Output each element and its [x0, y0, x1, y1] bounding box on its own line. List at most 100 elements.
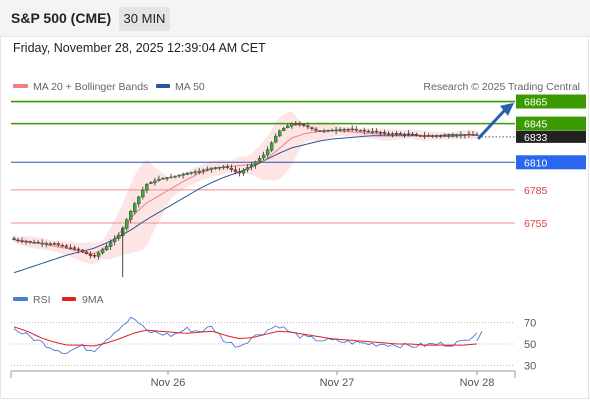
candle-down: [410, 133, 415, 136]
instrument-title: S&P 500 (CME): [11, 10, 112, 26]
bollinger-band-area: [14, 111, 477, 265]
candle-up: [205, 168, 209, 171]
candle-up: [358, 130, 362, 132]
candle-down: [314, 128, 318, 131]
x-axis-labels: Nov 26 Nov 27 Nov 28: [151, 371, 494, 389]
candle-down: [326, 130, 330, 132]
candle-up: [129, 211, 133, 220]
candle-down: [354, 128, 358, 131]
candle-down: [471, 134, 475, 136]
candle-down: [12, 238, 16, 240]
level-tag-6810: [516, 155, 586, 170]
timestamp: Friday, November 28, 2025 12:39:04 AM CE…: [13, 41, 266, 55]
candle-up: [265, 149, 270, 156]
candle-down: [28, 241, 32, 243]
candle-down: [24, 240, 28, 243]
candle-up: [213, 167, 218, 169]
candle-up: [245, 167, 250, 171]
level-tag-6845: [516, 116, 586, 131]
price-levels: [11, 100, 515, 224]
candle-up: [48, 243, 52, 245]
candle-up: [116, 234, 121, 239]
candle-down: [378, 131, 383, 134]
candle-up: [334, 129, 338, 132]
candle-up: [459, 134, 463, 137]
candle-up: [44, 243, 48, 245]
candle-up: [282, 128, 286, 131]
candle-down: [60, 244, 65, 247]
level-label-6865: 6865: [524, 97, 548, 109]
candle-up: [157, 178, 161, 181]
candle-up: [221, 166, 226, 169]
candle-up: [108, 242, 113, 247]
candle-up: [390, 133, 395, 135]
rsi-line: [13, 316, 478, 355]
candle-down: [439, 135, 443, 137]
ma9-legend-swatch: [62, 297, 76, 301]
level-label-6785: 6785: [524, 185, 548, 197]
arrow-shaft: [476, 108, 507, 140]
candle-up: [241, 170, 246, 174]
candle-down: [467, 133, 471, 136]
candle-up: [370, 131, 375, 133]
rsi-tick-50: 50: [524, 339, 536, 351]
candle-up: [451, 135, 455, 137]
candle-down: [310, 127, 314, 129]
candle-up: [435, 135, 439, 137]
candle-down: [362, 129, 366, 132]
candle-up: [342, 128, 346, 131]
candle-up: [173, 175, 177, 178]
ma20-line: [13, 129, 477, 255]
candle-up: [185, 172, 189, 175]
candle-down: [398, 133, 403, 135]
candle-down: [374, 130, 379, 133]
candle-down: [443, 135, 447, 137]
candle-up: [96, 252, 101, 257]
candle-down: [406, 133, 411, 135]
candle-up: [40, 242, 44, 245]
candle-up: [257, 158, 262, 162]
level-label-6755: 6755: [524, 218, 548, 230]
candle-down: [318, 130, 322, 132]
last-price-tag: [516, 130, 586, 143]
candle-down: [237, 171, 242, 174]
candle-up: [32, 242, 36, 244]
candle-up: [169, 176, 173, 179]
research-credit: Research © 2025 Trading Central: [423, 81, 580, 93]
rsi-last-segment: [476, 330, 483, 342]
candle-down: [64, 245, 69, 248]
bollinger-band: [14, 111, 477, 265]
candle-up: [402, 133, 407, 136]
candle-up: [153, 180, 157, 184]
rsi-tick-30: 30: [524, 360, 536, 372]
candle-up: [386, 133, 391, 135]
candlesticks: [12, 120, 479, 278]
candle-up: [330, 129, 334, 132]
candle-up: [197, 170, 201, 173]
ma20-legend-swatch: [13, 84, 28, 88]
candle-down: [382, 132, 387, 134]
candle-up: [100, 249, 105, 254]
rsi-panel: 70 50 30: [11, 316, 536, 372]
candle-up: [418, 135, 423, 137]
candle-down: [233, 169, 238, 172]
ma20-legend-label: MA 20 + Bollinger Bands: [33, 81, 148, 93]
candle-up: [189, 172, 193, 174]
candle-up: [261, 154, 266, 159]
candle-up: [273, 135, 278, 143]
timeframe-button[interactable]: 30 MIN: [119, 7, 170, 31]
candle-up: [201, 169, 205, 172]
candle-up: [133, 203, 137, 213]
level-label-6810: 6810: [524, 157, 548, 169]
ma50-legend-label: MA 50: [175, 81, 205, 93]
candle-down: [68, 247, 73, 249]
candle-down: [346, 128, 350, 131]
candle-up: [322, 130, 326, 133]
x-tick-label-1: Nov 27: [320, 377, 355, 389]
candle-up: [125, 219, 129, 229]
candle-down: [84, 251, 89, 255]
candle-down: [350, 128, 354, 131]
rsi-tick-70: 70: [524, 318, 536, 330]
ma9-legend-label: 9MA: [82, 294, 104, 306]
